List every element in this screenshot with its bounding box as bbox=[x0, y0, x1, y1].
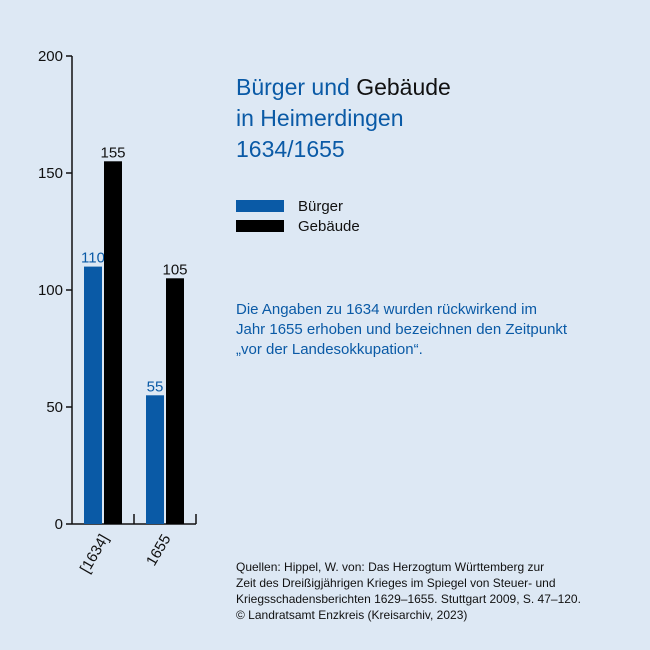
bar-gebaeude bbox=[166, 278, 184, 524]
x-category-label: [1634] bbox=[77, 532, 113, 577]
title-line-2: in Heimerdingen bbox=[236, 105, 404, 131]
y-tick-label: 0 bbox=[55, 516, 63, 533]
legend-swatch-buerger bbox=[236, 200, 284, 212]
source-citation: Quellen: Hippel, W. von: Das Herzogtum W… bbox=[236, 559, 636, 623]
note-line-1: Die Angaben zu 1634 wurden rückwirkend i… bbox=[236, 301, 538, 318]
y-tick-label: 200 bbox=[38, 48, 63, 65]
legend: Bürger Gebäude bbox=[236, 196, 360, 236]
source-line-2: Zeit des Dreißigjährigen Krieges im Spie… bbox=[236, 576, 556, 590]
source-line-3: Kriegsschadensberichten 1629–1655. Stutt… bbox=[236, 592, 581, 606]
x-category-label: 1655 bbox=[143, 532, 174, 569]
note-line-2: Jahr 1655 erhoben und bezeichnen den Zei… bbox=[236, 321, 568, 338]
legend-item-buerger: Bürger bbox=[236, 196, 360, 216]
source-line-4: © Landratsamt Enzkreis (Kreisarchiv, 202… bbox=[236, 608, 468, 622]
chart-title: Bürger und Gebäude in Heimerdingen 1634/… bbox=[236, 72, 451, 165]
bar-gebaeude bbox=[104, 161, 122, 525]
y-tick-label: 50 bbox=[46, 399, 63, 416]
bar-value-label: 105 bbox=[162, 261, 187, 278]
y-tick-label: 150 bbox=[38, 165, 63, 182]
bar-value-label: 155 bbox=[100, 144, 125, 161]
y-tick-label: 100 bbox=[38, 282, 63, 299]
title-part-buerger: Bürger und bbox=[236, 74, 350, 100]
title-part-gebaeude: Gebäude bbox=[356, 74, 451, 100]
source-line-1: Quellen: Hippel, W. von: Das Herzogtum W… bbox=[236, 560, 545, 574]
legend-item-gebaeude: Gebäude bbox=[236, 216, 360, 236]
legend-swatch-gebaeude bbox=[236, 220, 284, 232]
legend-label-gebaeude: Gebäude bbox=[298, 217, 360, 235]
note-line-3: „vor der Landesokkupation“. bbox=[236, 341, 423, 358]
bar-buerger bbox=[84, 266, 102, 524]
bar-value-label: 55 bbox=[147, 378, 164, 395]
bar-value-label: 110 bbox=[81, 250, 105, 267]
bar-buerger bbox=[146, 395, 164, 524]
legend-label-buerger: Bürger bbox=[298, 197, 344, 215]
footnote: Die Angaben zu 1634 wurden rückwirkend i… bbox=[236, 300, 636, 360]
title-line-3: 1634/1655 bbox=[236, 136, 345, 162]
